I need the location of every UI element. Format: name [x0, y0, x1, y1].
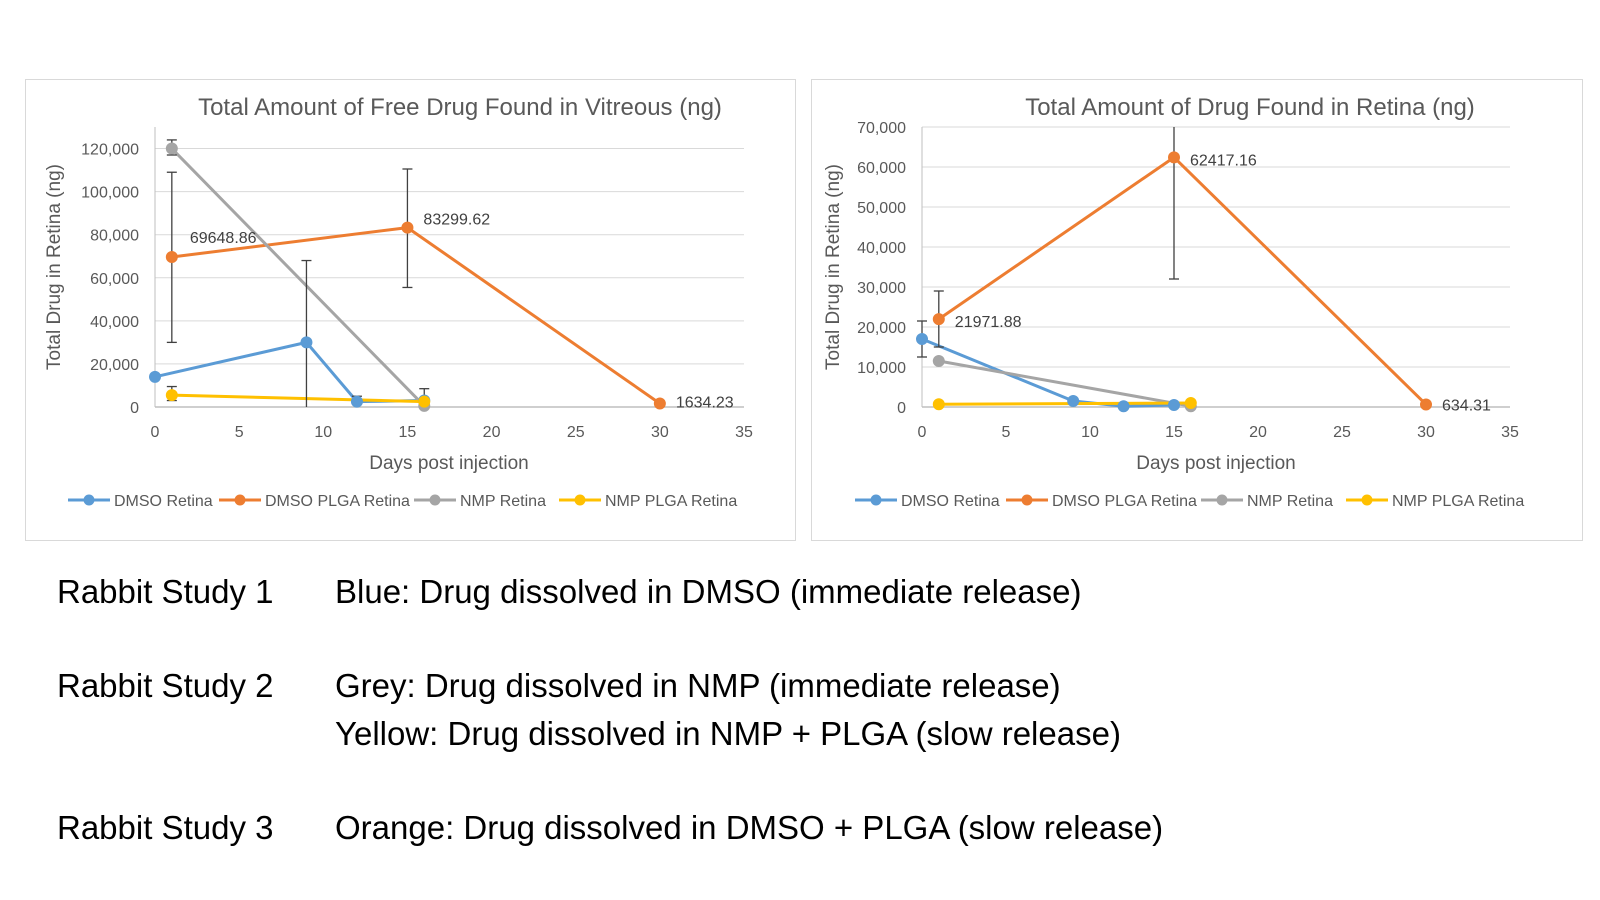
y-tick-label: 60,000: [90, 271, 139, 288]
y-tick-label: 100,000: [81, 185, 139, 202]
y-tick-label: 20,000: [90, 357, 139, 374]
x-tick-label: 20: [483, 424, 501, 441]
y-tick-label: 70,000: [857, 120, 906, 137]
data-point: [932, 398, 945, 411]
x-tick-label: 0: [151, 424, 160, 441]
legend-label: NMP Retina: [1247, 493, 1333, 510]
x-tick-label: 35: [1501, 424, 1519, 441]
y-tick-label: 30,000: [857, 280, 906, 297]
x-axis-title: Days post injection: [369, 453, 528, 474]
study-note-text: Yellow: Drug dissolved in NMP + PLGA (sl…: [335, 715, 1121, 752]
legend-label: DMSO Retina: [114, 493, 213, 510]
study-note-text: Orange: Drug dissolved in DMSO + PLGA (s…: [335, 809, 1164, 846]
y-tick-label: 50,000: [857, 200, 906, 217]
data-point: [1067, 395, 1080, 407]
data-label: 69648.86: [190, 230, 257, 247]
series-line-nmp-plga-retina: [171, 393, 425, 404]
data-point: [932, 355, 945, 367]
chart-retina-svg: Total Amount of Drug Found in Retina (ng…: [823, 94, 1524, 510]
legend-marker: [870, 494, 882, 506]
y-axis-title: Total Drug in Retina (ng): [823, 164, 844, 370]
data-point: [165, 389, 178, 402]
x-tick-label: 20: [1249, 424, 1267, 441]
y-tick-label: 120,000: [81, 142, 139, 159]
legend-label: NMP PLGA Retina: [1392, 493, 1524, 510]
legend-marker: [1021, 494, 1033, 506]
data-point: [401, 221, 414, 234]
legend-label: NMP Retina: [460, 493, 546, 510]
data-label: 1634.23: [676, 394, 734, 411]
data-point: [1168, 399, 1180, 411]
study-note-label: Rabbit Study 1: [57, 573, 274, 610]
study-note-label: Rabbit Study 2: [57, 667, 274, 704]
data-label: 634.31: [1442, 397, 1491, 414]
data-point: [1117, 400, 1130, 413]
x-tick-label: 30: [651, 424, 669, 441]
data-point: [1184, 397, 1197, 409]
legend-marker: [574, 494, 586, 506]
data-label: 62417.16: [1190, 152, 1257, 169]
data-point: [932, 313, 945, 326]
data-point: [653, 397, 666, 410]
chart-vitreous: Total Amount of Free Drug Found in Vitre…: [25, 79, 796, 541]
chart-title: Total Amount of Drug Found in Retina (ng…: [1025, 94, 1475, 121]
data-point: [350, 395, 363, 408]
x-tick-label: 10: [1081, 424, 1099, 441]
y-tick-label: 10,000: [857, 360, 906, 377]
y-tick-label: 40,000: [90, 314, 139, 331]
data-point: [165, 250, 178, 263]
series-line-nmp-retina: [938, 359, 1192, 408]
legend-label: DMSO PLGA Retina: [1052, 493, 1197, 510]
data-point: [165, 142, 178, 155]
data-label: 21971.88: [955, 314, 1022, 331]
x-tick-label: 0: [918, 424, 927, 441]
legend-marker: [1216, 494, 1228, 506]
y-tick-label: 0: [897, 400, 906, 417]
x-tick-label: 15: [1165, 424, 1183, 441]
series-line-dmso-plga-retina: [171, 226, 661, 405]
chart-title: Total Amount of Free Drug Found in Vitre…: [198, 94, 722, 121]
data-point: [300, 336, 313, 349]
data-point: [418, 395, 431, 408]
legend-label: DMSO Retina: [901, 493, 1000, 510]
x-tick-label: 5: [1002, 424, 1011, 441]
data-point: [916, 333, 928, 345]
chart-vitreous-svg: Total Amount of Free Drug Found in Vitre…: [44, 94, 753, 510]
x-tick-label: 10: [314, 424, 332, 441]
x-tick-label: 5: [235, 424, 244, 441]
data-label: 83299.62: [423, 212, 490, 229]
legend-marker: [429, 494, 441, 506]
series-line-nmp-retina: [170, 147, 426, 407]
legend-marker: [83, 494, 95, 506]
legend-marker: [1361, 494, 1373, 506]
x-tick-label: 35: [735, 424, 753, 441]
y-axis-title: Total Drug in Retina (ng): [44, 164, 65, 370]
legend-marker: [234, 494, 246, 506]
x-tick-label: 25: [567, 424, 585, 441]
series-line-nmp-plga-retina: [938, 401, 1191, 406]
chart-retina: Total Amount of Drug Found in Retina (ng…: [811, 79, 1583, 541]
study-note-text: Blue: Drug dissolved in DMSO (immediate …: [335, 573, 1082, 610]
y-tick-label: 20,000: [857, 320, 906, 337]
y-tick-label: 40,000: [857, 240, 906, 257]
x-tick-label: 25: [1333, 424, 1351, 441]
x-axis-title: Days post injection: [1136, 453, 1295, 474]
data-point: [1168, 151, 1180, 164]
study-note-text: Grey: Drug dissolved in NMP (immediate r…: [335, 667, 1061, 704]
data-point: [149, 370, 161, 383]
y-tick-label: 60,000: [857, 160, 906, 177]
study-note-label: Rabbit Study 3: [57, 809, 274, 846]
y-tick-label: 80,000: [90, 228, 139, 245]
legend-label: NMP PLGA Retina: [605, 493, 737, 510]
legend-label: DMSO PLGA Retina: [265, 493, 410, 510]
series-line-dmso-retina: [154, 340, 425, 404]
y-tick-label: 0: [130, 400, 139, 417]
x-tick-label: 30: [1417, 424, 1435, 441]
x-tick-label: 15: [399, 424, 417, 441]
data-point: [1420, 398, 1432, 411]
